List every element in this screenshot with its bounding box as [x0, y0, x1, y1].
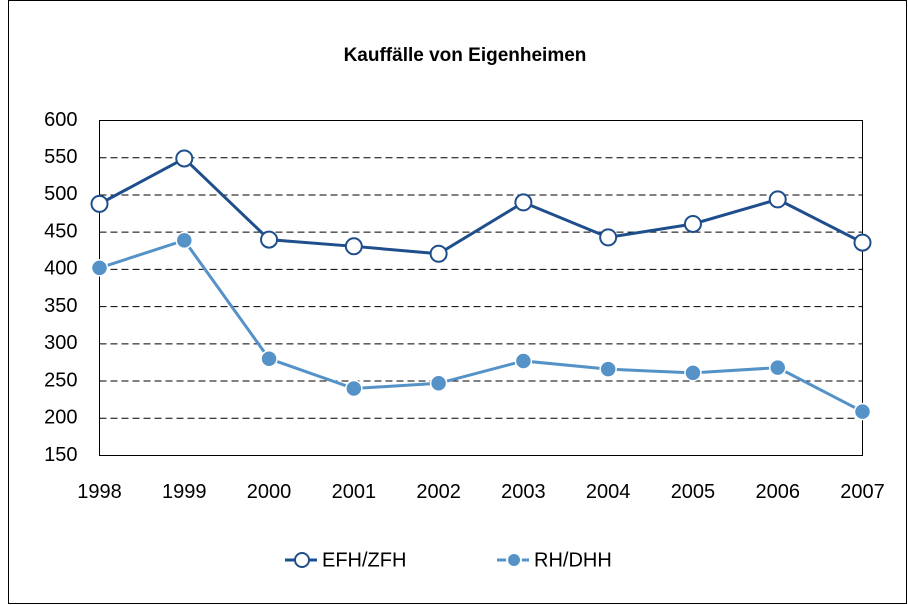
y-tick-label: 550 [44, 146, 77, 168]
x-tick-label: 1999 [162, 481, 207, 503]
data-point [429, 244, 448, 263]
data-point [768, 358, 787, 377]
data-point [90, 259, 109, 277]
y-tick-label: 600 [44, 109, 77, 131]
x-tick-label: 2002 [416, 481, 461, 503]
data-point [260, 349, 278, 368]
y-tick-label: 200 [44, 407, 77, 429]
y-tick-label: 300 [44, 332, 77, 354]
legend-label: RH/DHH [534, 549, 612, 571]
data-point [768, 190, 787, 209]
data-point [684, 364, 702, 382]
series-line [98, 156, 864, 256]
data-point [853, 233, 872, 252]
x-tick-label: 2006 [755, 481, 800, 503]
data-point [175, 231, 194, 250]
data-point [344, 237, 363, 256]
data-point [599, 228, 618, 247]
legend-swatch-marker [506, 552, 522, 568]
y-tick-label: 250 [44, 369, 77, 391]
data-point [90, 194, 109, 213]
y-tick-label: 450 [44, 220, 77, 242]
data-point [260, 230, 279, 249]
data-point [514, 193, 533, 212]
y-tick-label: 150 [44, 444, 77, 466]
data-point [345, 379, 363, 398]
x-tick-label: 1998 [77, 481, 122, 503]
data-point [175, 149, 194, 168]
data-point [683, 214, 702, 233]
x-tick-label: 2000 [247, 481, 292, 503]
x-tick-label: 2003 [501, 481, 546, 503]
y-tick-label: 500 [44, 183, 77, 205]
y-tick-label: 350 [44, 295, 77, 317]
x-tick-label: 2004 [586, 481, 631, 503]
legend-label: EFH/ZFH [322, 549, 406, 571]
x-tick-label: 2005 [671, 481, 716, 503]
x-tick-label: 2001 [332, 481, 377, 503]
y-tick-label: 400 [44, 258, 77, 280]
data-point [429, 374, 448, 393]
data-point [514, 352, 533, 370]
plot-area [99, 120, 863, 456]
chart-title: Kauffälle von Eigenheimen [344, 45, 587, 66]
data-point [599, 360, 617, 378]
legend-swatch-marker [294, 552, 310, 568]
x-tick-label: 2007 [840, 481, 885, 503]
series-line [99, 238, 864, 413]
data-point [853, 402, 872, 421]
chart-frame [8, 0, 907, 604]
